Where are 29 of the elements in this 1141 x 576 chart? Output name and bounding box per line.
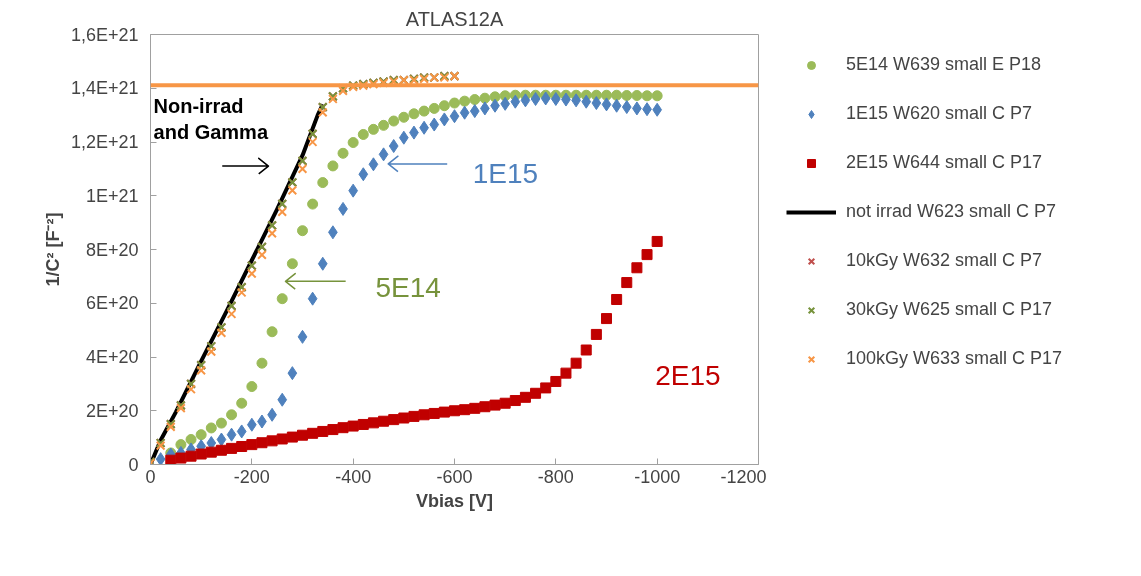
legend-label: 10kGy W632 small C P7 [846,250,1043,271]
x-tick-label: -1000 [634,466,681,487]
y-tick-label: 1E+21 [85,185,139,206]
annotation: 1E15 [472,158,539,190]
y-tick-label: 1,6E+21 [70,24,139,45]
x-tick-label: 0 [145,466,156,487]
legend-label: 5E14 W639 small E P18 [846,54,1042,75]
legend-label: 2E15 W644 small C P17 [846,152,1043,173]
legend-label: not irrad W623 small C P7 [846,201,1057,222]
y-tick-label: 4E+20 [85,347,139,367]
y-tick-label: 1,4E+21 [70,78,139,99]
annotation: 2E15 [655,359,721,391]
x-tick-label: -600 [436,466,473,487]
chart-title: ATLAS12A [405,7,504,30]
x-tick-label: -200 [233,466,270,487]
y-tick-label: 1,2E+21 [70,132,139,152]
legend-label: 100kGy W633 small C P17 [846,348,1063,369]
x-tick-label: -1200 [720,466,767,487]
legend-label: 1E15 W620 small C P7 [846,103,1033,124]
x-tick-label: -400 [335,466,372,487]
y-tick-label: 8E+20 [85,239,139,260]
y-tick-label: 2E+20 [85,400,139,421]
annotation: Non-irrad and Gamma [153,94,269,144]
annotation: 5E14 [375,271,441,303]
y-axis-title: 1/C² [F⁻²] [42,212,63,287]
y-tick-label: 6E+20 [85,293,139,314]
legend-label: 30kGy W625 small C P17 [846,299,1053,320]
x-axis-title: Vbias [V] [415,490,494,511]
x-tick-label: -800 [537,466,574,487]
